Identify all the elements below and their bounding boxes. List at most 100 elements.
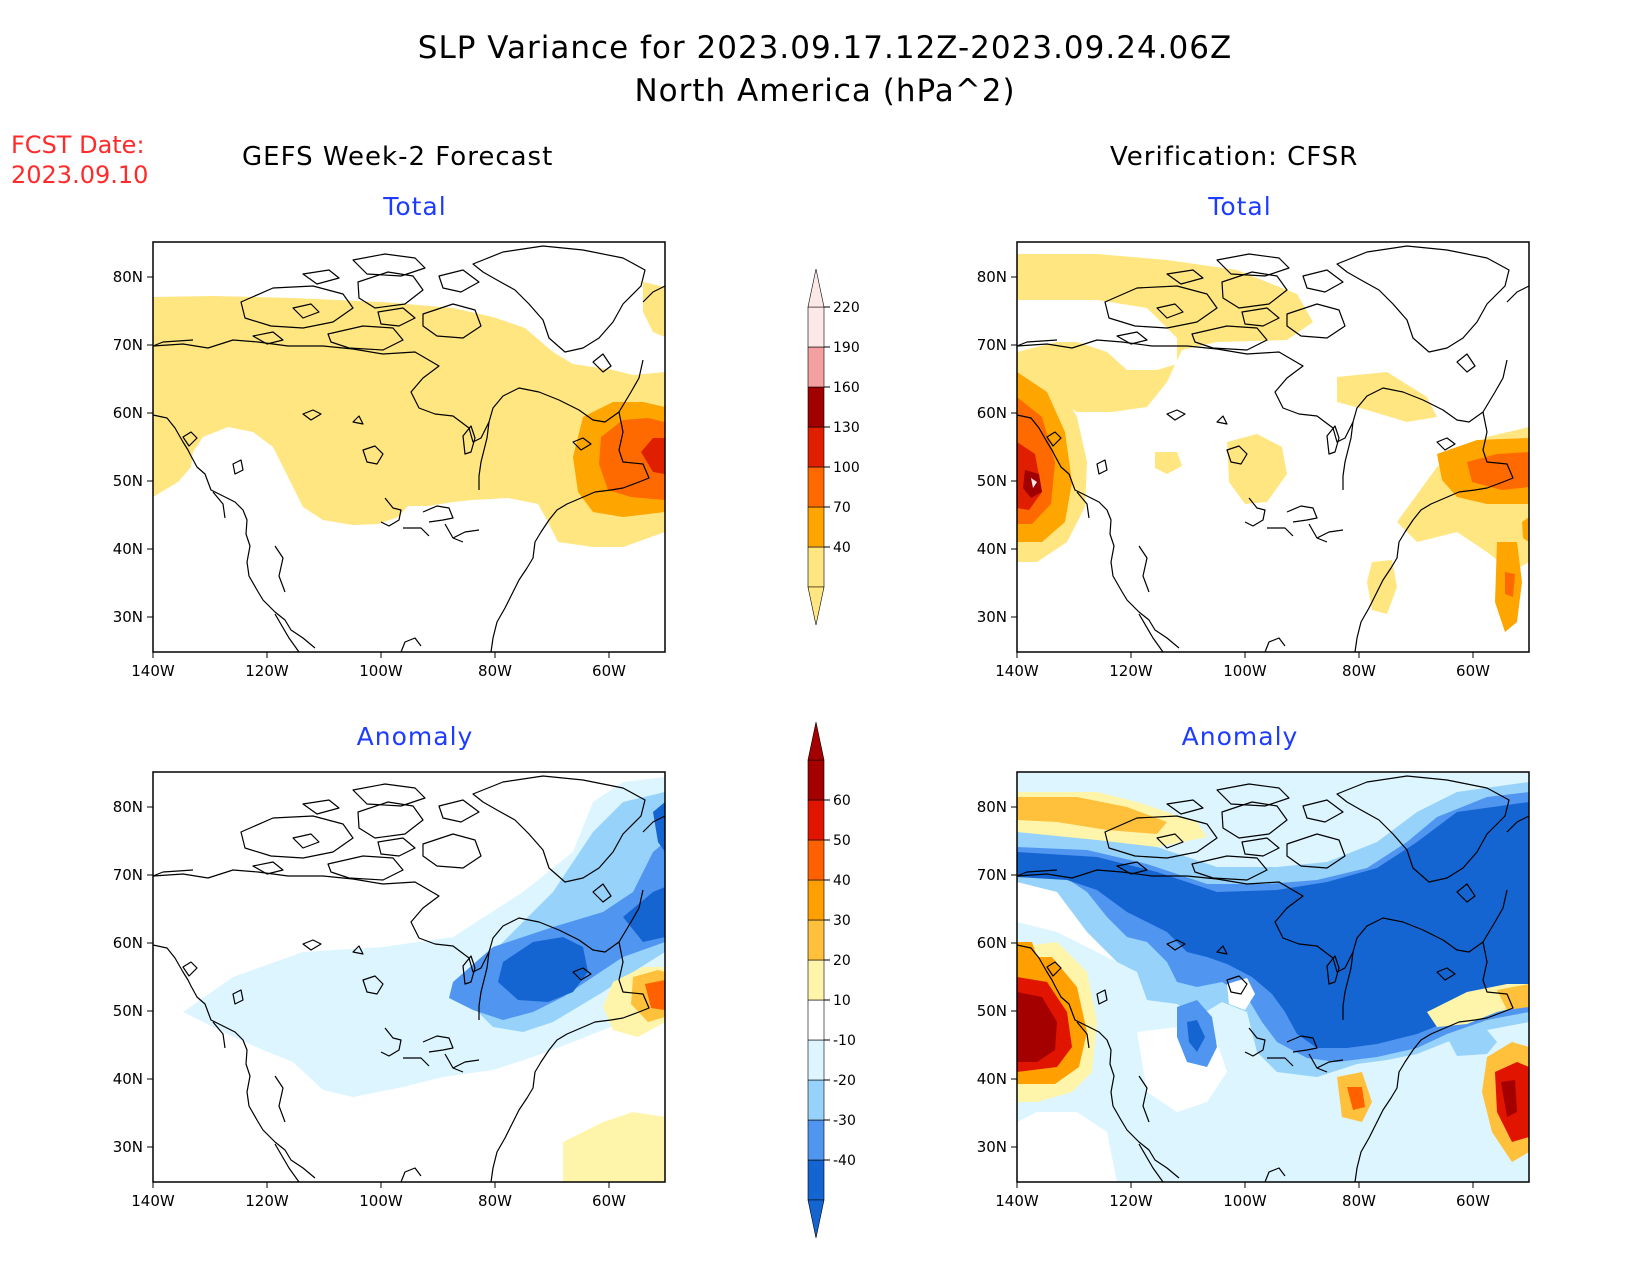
anomaly-colorbar-segment (807, 1039, 825, 1081)
anomaly-colorbar-segment (807, 839, 825, 881)
total-colorbar: 40 70 100 130 160 190 220 (807, 268, 860, 626)
gefs-total-lon-label: 80W (478, 662, 512, 680)
fcst-date-value: 2023.09.10 (11, 161, 149, 189)
anomaly-colorbar-label: -30 (833, 1113, 856, 1129)
right-column-title: Verification: CFSR (1110, 142, 1359, 172)
gefs-total-lat-label: 80N (113, 268, 143, 286)
anomaly-colorbar-segment (807, 1079, 825, 1121)
total-colorbar-top-arrow (807, 268, 825, 308)
gefs-anomaly-lat-label: 50N (113, 1002, 143, 1020)
anomaly-colorbar-label: 30 (833, 913, 851, 929)
fcst-date-label: FCST Date: (11, 131, 145, 159)
gefs-total-lat-label: 60N (113, 404, 143, 422)
gefs-total-lon-label: 60W (592, 662, 626, 680)
cfsr-anomaly-lon-label: 140W (995, 1192, 1039, 1210)
cfsr-anomaly-lon-label: 120W (1109, 1192, 1153, 1210)
total-colorbar-segment (807, 426, 825, 468)
total-colorbar-bottom-arrow (807, 586, 825, 626)
total-colorbar-segment (807, 306, 825, 348)
anomaly-colorbar-segment (807, 1119, 825, 1161)
cfsr-anomaly-lat-label: 70N (977, 866, 1007, 884)
total-colorbar-segment (807, 346, 825, 388)
cfsr-anomaly-panel (1016, 771, 1530, 1183)
gefs-total-panel (152, 241, 666, 653)
cfsr-total-lon-label: 60W (1456, 662, 1490, 680)
gefs-total-lat-label: 70N (113, 336, 143, 354)
cfsr-anomaly-lon-label: 60W (1456, 1192, 1490, 1210)
gefs-anomaly-lon-label: 140W (131, 1192, 175, 1210)
gefs-anomaly-lat-label: 70N (113, 866, 143, 884)
anomaly-colorbar-label: 40 (833, 873, 851, 889)
gefs-anomaly-lat-label: 80N (113, 798, 143, 816)
anomaly-colorbar-segment (807, 999, 825, 1041)
cfsr-total-lon-label: 120W (1109, 662, 1153, 680)
gefs-anomaly-lon-label: 120W (245, 1192, 289, 1210)
anomaly-colorbar-segment (807, 959, 825, 1001)
gefs-anomaly-lon-label: 60W (592, 1192, 626, 1210)
main-title: SLP Variance for 2023.09.17.12Z-2023.09.… (417, 30, 1233, 66)
subtitle: North America (hPa^2) (634, 73, 1016, 109)
gefs-anomaly-title: Anomaly (356, 722, 474, 751)
cfsr-anomaly-lon-label: 100W (1223, 1192, 1267, 1210)
gefs-total-title: Total (383, 192, 447, 221)
gefs-anomaly-lat-label: 40N (113, 1070, 143, 1088)
cfsr-total-fill (1017, 254, 1529, 632)
gefs-total-lon-label: 100W (359, 662, 403, 680)
anomaly-colorbar-label: 60 (833, 793, 851, 809)
cfsr-total-lat-label: 40N (977, 540, 1007, 558)
cfsr-total-lat-label: 80N (977, 268, 1007, 286)
total-colorbar-segment (807, 466, 825, 508)
cfsr-anomaly-lat-label: 60N (977, 934, 1007, 952)
gefs-anomaly-lat-label: 30N (113, 1138, 143, 1156)
gefs-anomaly-panel (152, 771, 666, 1183)
cfsr-anomaly-lat-label: 50N (977, 1002, 1007, 1020)
total-colorbar-label: 220 (833, 300, 860, 316)
cfsr-total-panel (1016, 241, 1530, 653)
total-colorbar-label: 130 (833, 420, 860, 436)
cfsr-anomaly-lon-label: 80W (1342, 1192, 1376, 1210)
cfsr-total-lat-label: 30N (977, 608, 1007, 626)
anomaly-colorbar-label: 10 (833, 993, 851, 1009)
gefs-anomaly-fill (183, 777, 665, 1182)
anomaly-colorbar-segment (807, 759, 825, 801)
anomaly-colorbar-label: 50 (833, 833, 851, 849)
total-colorbar-label: 160 (833, 380, 860, 396)
cfsr-total-lat-label: 70N (977, 336, 1007, 354)
anomaly-colorbar-label: -20 (833, 1073, 856, 1089)
anomaly-colorbar-bottom-arrow (807, 1199, 825, 1239)
gefs-total-lon-label: 140W (131, 662, 175, 680)
left-column-title: GEFS Week-2 Forecast (242, 142, 554, 172)
cfsr-total-title: Total (1208, 192, 1272, 221)
anomaly-colorbar-label: 20 (833, 953, 851, 969)
gefs-total-lat-label: 50N (113, 472, 143, 490)
cfsr-anomaly-lat-label: 30N (977, 1138, 1007, 1156)
anomaly-colorbar-segment (807, 919, 825, 961)
anomaly-colorbar-segment (807, 1159, 825, 1201)
gefs-total-lat-label: 30N (113, 608, 143, 626)
cfsr-total-lat-label: 60N (977, 404, 1007, 422)
total-colorbar-label: 100 (833, 460, 860, 476)
cfsr-anomaly-lat-label: 80N (977, 798, 1007, 816)
anomaly-colorbar-segment (807, 799, 825, 841)
total-colorbar-segment (807, 386, 825, 428)
cfsr-anomaly-title: Anomaly (1181, 722, 1299, 751)
gefs-total-fill (153, 282, 665, 547)
cfsr-anomaly-lat-label: 40N (977, 1070, 1007, 1088)
total-colorbar-segment (807, 546, 825, 588)
anomaly-colorbar-label: -10 (833, 1033, 856, 1049)
anomaly-colorbar-segment (807, 879, 825, 921)
gefs-total-lat-label: 40N (113, 540, 143, 558)
cfsr-total-lon-label: 100W (1223, 662, 1267, 680)
cfsr-total-lon-label: 80W (1342, 662, 1376, 680)
cfsr-total-lat-label: 50N (977, 472, 1007, 490)
cfsr-total-lon-label: 140W (995, 662, 1039, 680)
anomaly-colorbar-top-arrow (807, 721, 825, 761)
total-colorbar-label: 190 (833, 340, 860, 356)
gefs-anomaly-lat-label: 60N (113, 934, 143, 952)
gefs-anomaly-lon-label: 80W (478, 1192, 512, 1210)
anomaly-colorbar-label: -40 (833, 1153, 856, 1169)
gefs-total-lon-label: 120W (245, 662, 289, 680)
total-colorbar-label: 70 (833, 500, 851, 516)
total-colorbar-label: 40 (833, 540, 851, 556)
gefs-anomaly-lon-label: 100W (359, 1192, 403, 1210)
